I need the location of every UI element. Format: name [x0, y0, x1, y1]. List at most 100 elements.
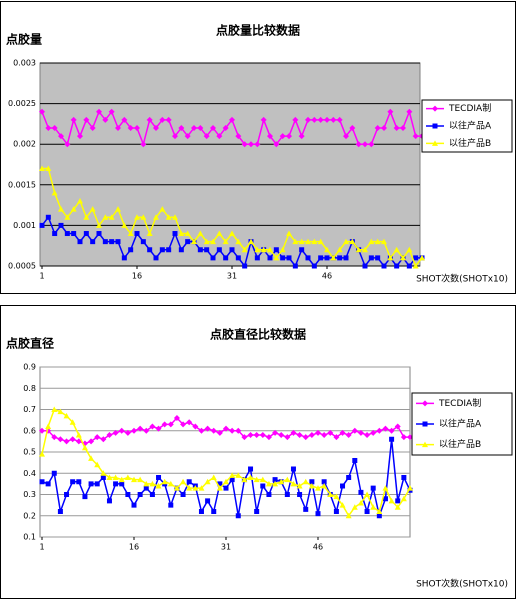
x-tick-label: 46	[313, 543, 323, 552]
marker	[155, 425, 162, 432]
marker	[131, 502, 137, 508]
marker	[362, 141, 368, 148]
marker	[413, 255, 419, 261]
marker	[58, 222, 64, 228]
marker	[324, 255, 330, 261]
marker	[96, 222, 102, 228]
marker	[180, 492, 186, 497]
marker	[284, 492, 290, 497]
marker	[90, 239, 96, 245]
marker	[112, 429, 119, 436]
marker	[309, 479, 315, 485]
marker	[94, 461, 101, 468]
marker	[381, 263, 387, 269]
marker	[153, 255, 159, 261]
marker	[302, 434, 309, 441]
marker	[333, 509, 339, 514]
marker	[336, 116, 343, 123]
marker	[229, 427, 236, 434]
marker	[315, 485, 321, 491]
marker	[241, 476, 248, 483]
marker	[267, 246, 273, 253]
marker	[400, 124, 406, 131]
marker	[191, 124, 197, 131]
marker	[173, 415, 180, 421]
marker	[330, 254, 337, 261]
marker	[127, 124, 134, 131]
marker	[172, 231, 178, 237]
marker	[374, 124, 381, 131]
marker	[406, 108, 413, 115]
marker	[39, 427, 45, 434]
marker	[412, 133, 419, 140]
marker	[147, 247, 153, 253]
marker	[165, 214, 172, 220]
marker	[357, 429, 364, 436]
marker	[39, 451, 45, 457]
marker	[39, 222, 45, 228]
marker	[339, 502, 346, 508]
y-tick-label: 0.1	[23, 533, 36, 542]
marker	[146, 230, 153, 237]
plot-area	[39, 62, 421, 267]
marker	[321, 479, 327, 485]
marker	[260, 116, 267, 123]
marker	[52, 231, 58, 237]
legend-label: TECDIA制	[438, 397, 481, 409]
marker	[166, 247, 172, 253]
marker	[51, 470, 57, 476]
marker	[184, 133, 191, 140]
y-axis-label: 点胶量	[6, 32, 42, 47]
x-tick-label: 31	[227, 272, 237, 281]
marker	[64, 214, 71, 220]
marker	[296, 483, 303, 489]
marker	[266, 492, 272, 497]
marker	[159, 247, 165, 253]
marker	[375, 255, 381, 261]
marker	[198, 485, 205, 491]
marker	[302, 478, 309, 485]
marker	[217, 481, 223, 487]
marker	[259, 432, 266, 438]
marker	[173, 485, 180, 491]
y-tick-label: 0.002	[13, 140, 36, 149]
marker	[216, 429, 223, 436]
marker	[273, 247, 279, 253]
x-tick-label: 46	[322, 272, 332, 281]
marker	[75, 438, 82, 445]
legend-label: TECDIA制	[448, 102, 491, 114]
marker	[381, 124, 387, 131]
marker	[272, 477, 278, 483]
marker	[134, 124, 140, 131]
marker	[115, 124, 121, 131]
marker	[358, 489, 364, 495]
marker	[197, 247, 203, 253]
marker	[272, 429, 279, 436]
marker	[317, 238, 324, 245]
marker	[346, 475, 352, 480]
marker	[280, 255, 286, 261]
marker	[305, 116, 311, 123]
marker	[143, 485, 149, 491]
marker	[286, 230, 292, 237]
marker	[254, 255, 260, 261]
marker	[292, 238, 299, 245]
marker	[184, 230, 191, 237]
y-tick-label: 0.6	[23, 426, 36, 435]
chart-title: 点胶量比较数据	[216, 23, 300, 38]
marker	[382, 485, 389, 491]
marker	[223, 478, 229, 485]
marker	[278, 432, 285, 438]
marker	[368, 238, 375, 245]
marker	[203, 133, 210, 140]
marker	[254, 141, 261, 148]
marker	[254, 246, 261, 253]
marker	[51, 434, 58, 441]
marker	[100, 436, 107, 443]
marker	[57, 408, 64, 415]
marker	[333, 434, 340, 441]
marker	[153, 124, 159, 131]
marker	[140, 214, 147, 220]
marker	[290, 480, 297, 487]
marker	[267, 133, 273, 140]
